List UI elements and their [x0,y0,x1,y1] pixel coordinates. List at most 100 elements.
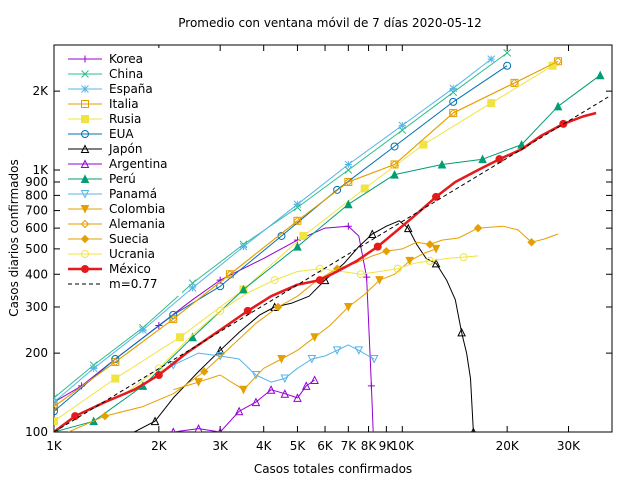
data-point [81,115,89,123]
legend-label: Colombia [109,202,165,216]
data-point [111,357,120,367]
series-rusia [54,61,557,426]
data-point [270,276,279,285]
y-tick-label: 900 [25,175,48,189]
legend-label: Italia [109,97,139,111]
data-point [478,154,487,164]
y-tick-label: 2K [32,84,49,98]
data-point [293,242,302,251]
data-point [431,258,441,268]
legend-label: Rusia [109,112,141,126]
legend-item: Japón [68,142,142,156]
series-suecia [68,223,559,432]
series-line [134,220,474,432]
data-point [431,244,441,254]
data-point [503,61,512,70]
legend-item: Panamá [68,187,157,201]
x-tick-label: 1K [46,439,63,453]
data-point [225,270,235,279]
data-point [194,424,203,432]
series-line [54,96,609,432]
data-point [390,142,399,151]
data-point [459,253,468,262]
legend-label: Korea [109,52,143,66]
data-point [81,265,89,273]
data-point [215,345,225,355]
data-point [154,371,163,380]
series-line [54,65,508,412]
data-point [315,276,324,285]
data-point [393,264,402,273]
y-axis-label: Casos diarios confirmados [7,159,21,316]
data-point [405,256,414,266]
data-point [277,354,286,364]
series-per- [54,70,605,432]
data-point [503,48,512,57]
y-tick-label: 700 [25,204,48,218]
data-point [234,406,244,416]
series-eua [54,61,512,416]
data-point [449,97,458,106]
data-point [310,375,319,384]
data-point [495,155,504,164]
data-point [344,166,353,174]
data-point [425,240,435,249]
data-point [382,246,391,256]
data-point [239,242,248,251]
x-tick-label: 30K [557,439,581,453]
x-tick-label: 4K [256,439,273,453]
data-point [188,283,197,292]
data-point [280,389,290,398]
data-point [293,393,302,402]
data-point [510,78,519,88]
data-point [487,55,496,63]
data-point [332,346,342,355]
series-line [124,255,479,395]
data-point [301,381,311,390]
series-line [142,344,375,387]
data-point [310,333,319,342]
data-point [243,306,252,315]
legend-label: Alemania [109,217,165,231]
data-point [333,185,342,194]
data-point [80,205,90,214]
data-point [81,130,89,138]
data-point [150,416,160,426]
data-point [111,374,120,383]
legend-item: EUA [68,127,134,141]
legend-item: Ucrania [68,247,155,261]
legend-item: Colombia [68,202,165,216]
data-point [403,223,413,233]
data-point [487,99,496,108]
data-point [100,411,110,421]
data-point [169,310,178,319]
series-layer [54,48,609,432]
data-point [344,222,352,230]
y-tick-label: 600 [25,221,48,235]
data-point [81,55,89,63]
series-line [54,58,492,403]
data-point [344,199,353,209]
data-point [425,256,434,265]
data-point [54,407,58,416]
data-point [80,144,90,153]
data-point [344,177,353,187]
y-tick-label: 500 [25,242,48,256]
data-point [432,192,441,201]
legend-item: Korea [68,52,143,66]
x-tick-label: 5K [290,439,307,453]
data-point [553,57,563,66]
y-tick-label: 100 [25,425,48,439]
data-point [367,382,375,390]
series-alemania [54,57,563,411]
data-point [437,159,447,169]
data-point [81,70,89,78]
data-point [266,385,276,394]
data-point [169,314,178,324]
data-point [71,412,80,421]
series-espa-a [54,55,496,407]
legend-label: México [109,262,151,276]
